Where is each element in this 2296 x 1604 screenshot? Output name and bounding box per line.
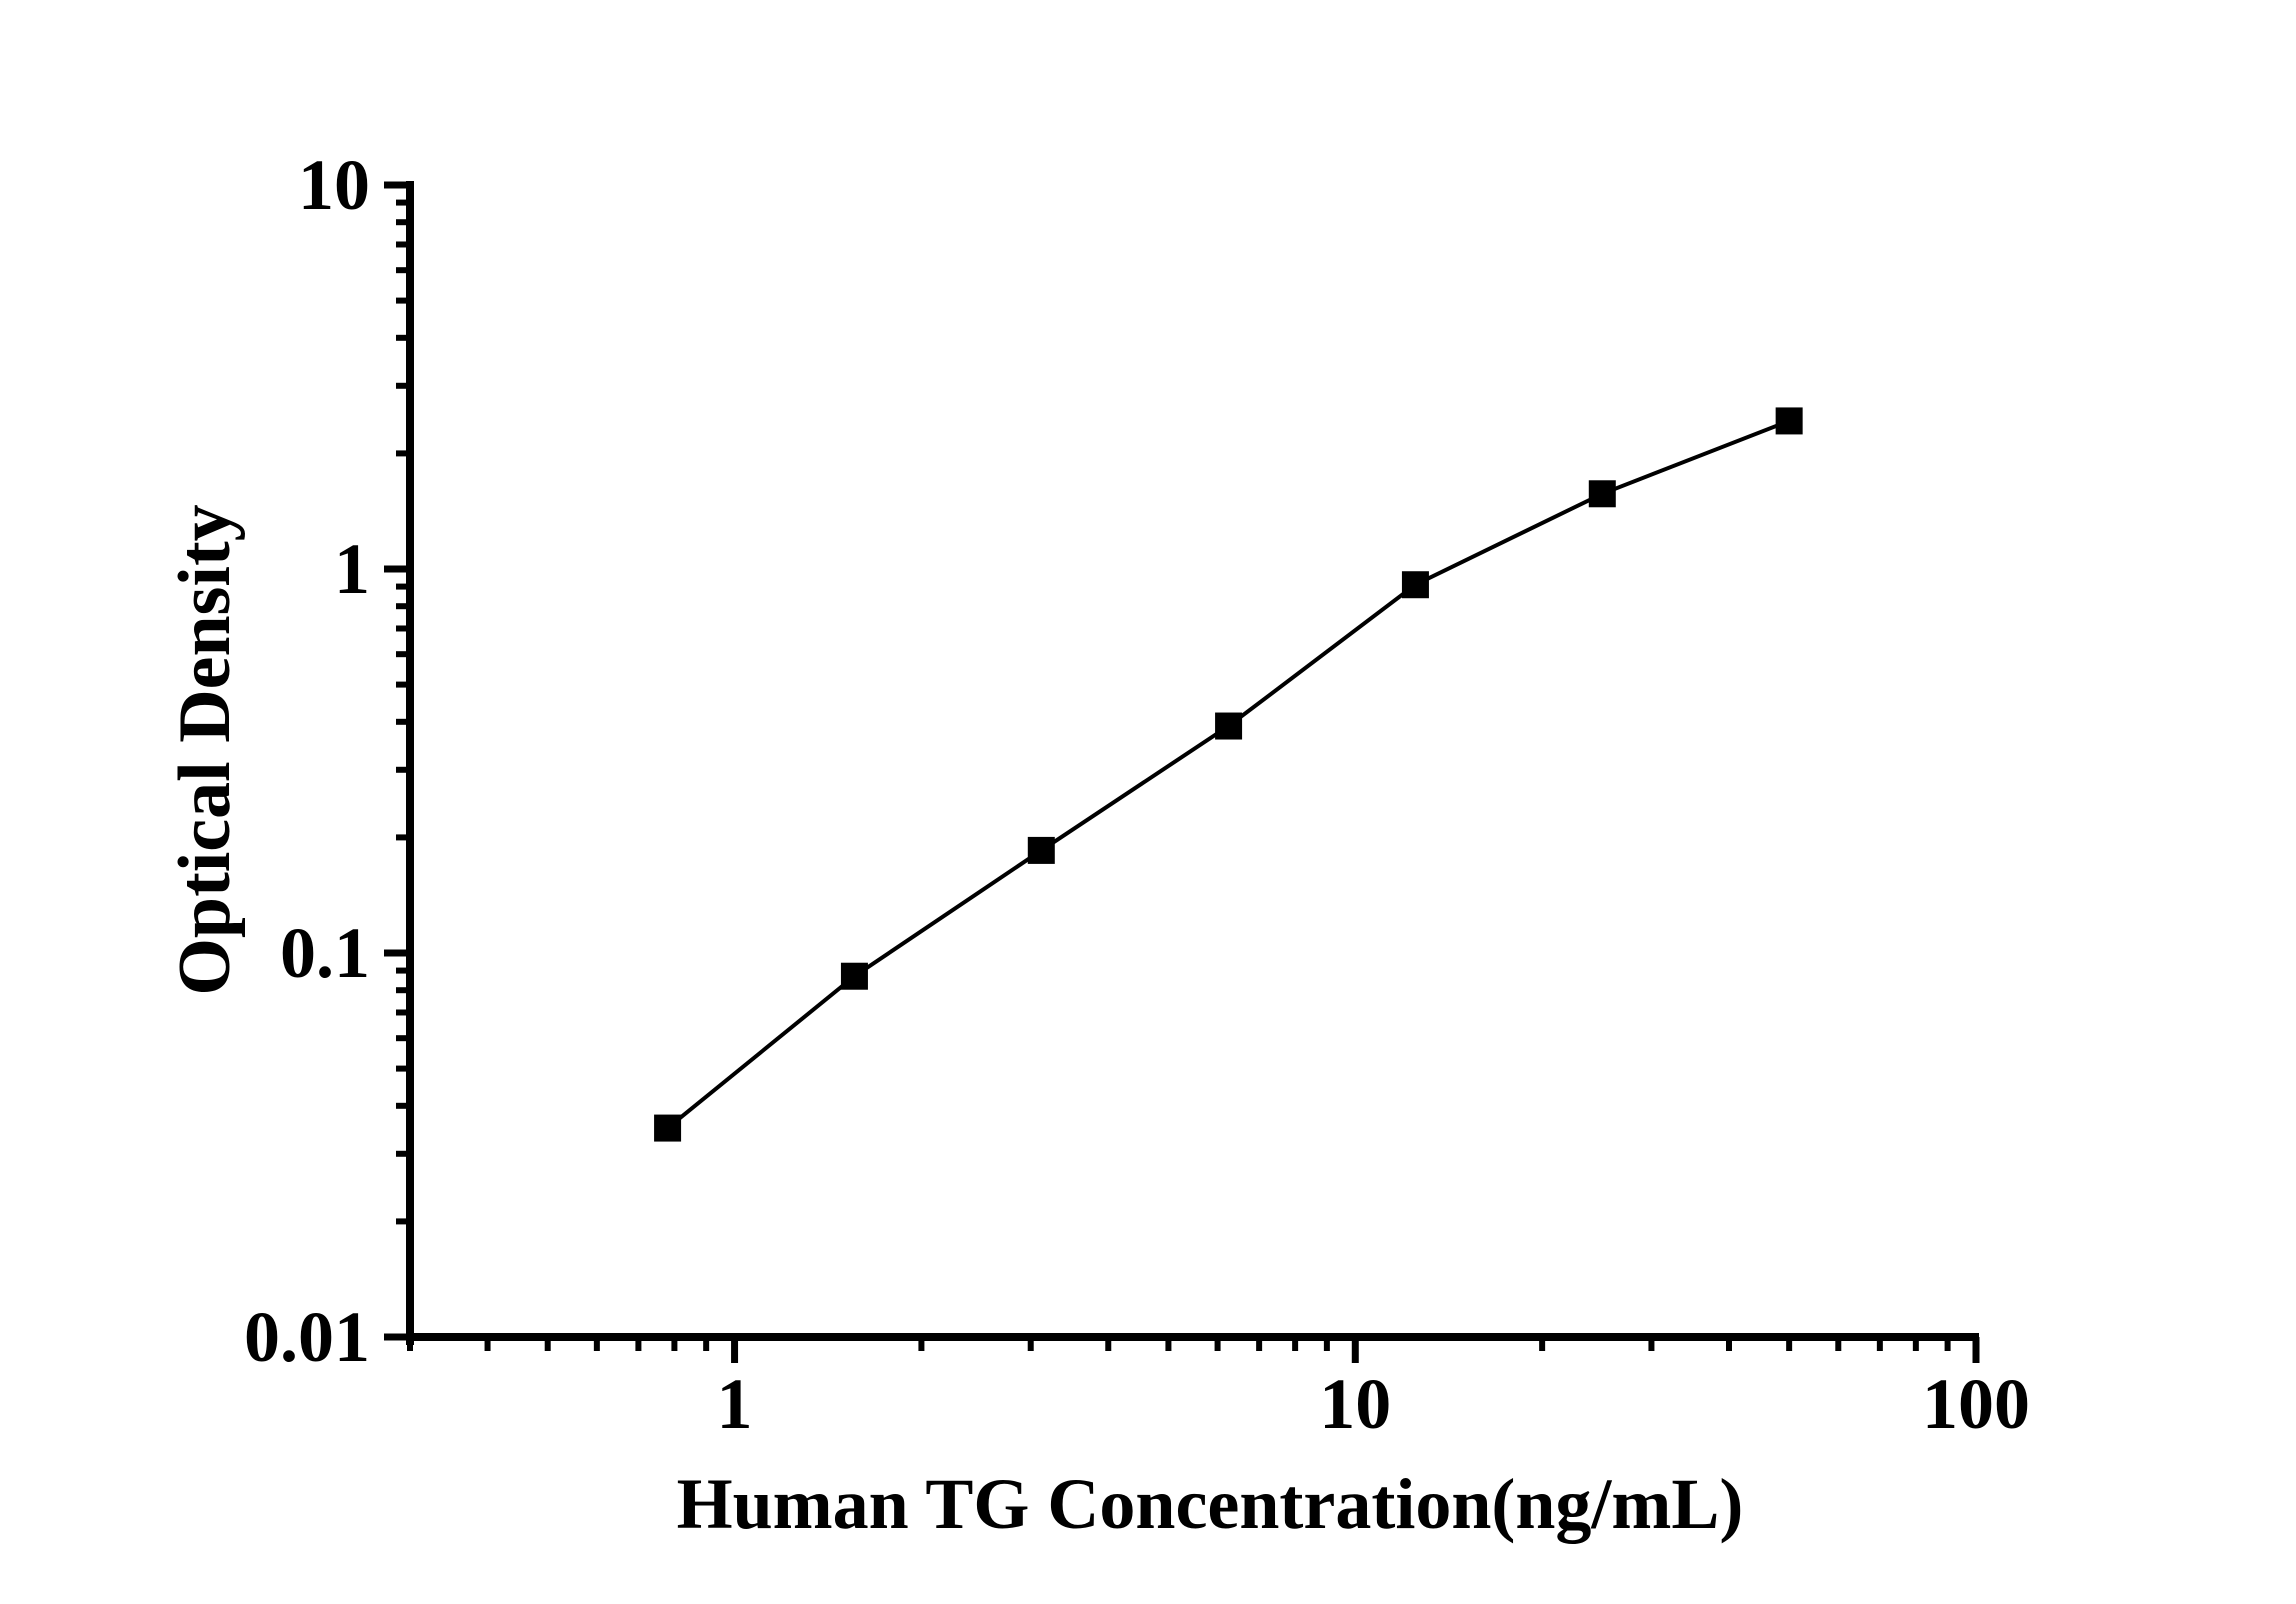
y-tick-label: 0.01 xyxy=(244,1297,370,1377)
x-tick-label: 10 xyxy=(1319,1364,1391,1444)
y-axis-title: Optical Density xyxy=(164,504,246,996)
y-tick-label: 10 xyxy=(298,145,370,225)
data-point-marker xyxy=(654,1114,682,1142)
x-tick-label: 1 xyxy=(717,1364,753,1444)
data-point-marker xyxy=(1401,571,1429,599)
data-point-marker xyxy=(1215,712,1243,740)
x-axis-title: Human TG Concentration(ng/mL) xyxy=(676,1464,1744,1544)
data-point-marker xyxy=(1775,407,1803,435)
x-tick-label: 100 xyxy=(1922,1364,2030,1444)
data-point-marker xyxy=(1588,480,1616,508)
y-tick-label: 1 xyxy=(334,529,370,609)
y-tick-label: 0.1 xyxy=(280,913,370,993)
data-point-marker xyxy=(840,962,868,990)
curve-line xyxy=(666,419,1790,1130)
data-point-marker xyxy=(1027,836,1055,864)
